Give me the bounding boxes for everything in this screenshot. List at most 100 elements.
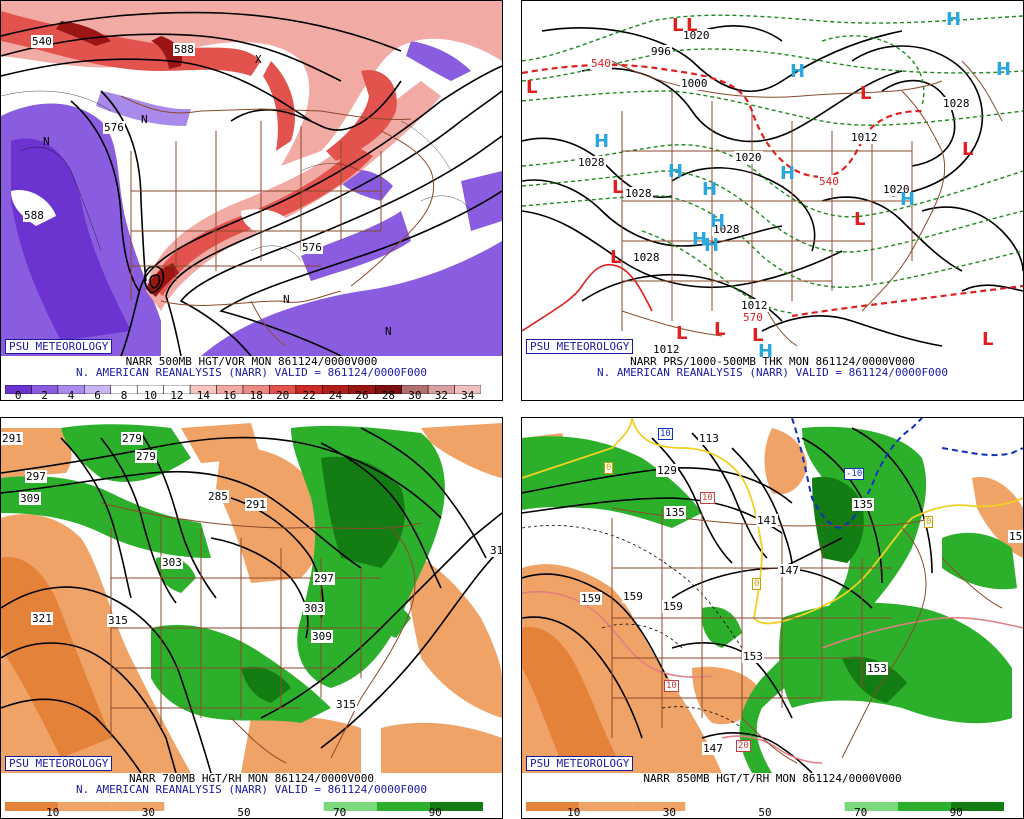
isotherm-label: 0 xyxy=(752,578,762,590)
vorticity-n-marker: N xyxy=(141,113,148,126)
mslp-thickness-panel: 996 1000 1028 1028 1020 1020 1028 1028 1… xyxy=(521,0,1024,401)
low-pressure-symbol: L xyxy=(672,15,684,36)
contour-label: 303 xyxy=(161,556,183,569)
850mb-panel: 129 135 141 147 135 159 159 159 153 153 … xyxy=(521,417,1024,819)
isobar-label: 1020 xyxy=(882,183,911,196)
high-pressure-symbol: H xyxy=(758,341,774,362)
colorbar-segment xyxy=(897,802,951,811)
colorbar-segment xyxy=(217,802,271,811)
contour-label: 309 xyxy=(311,630,333,643)
mslp-thickness-map xyxy=(522,1,1023,356)
contour-label: 141 xyxy=(756,514,778,527)
colorbar-segment xyxy=(323,802,377,811)
low-pressure-symbol: L xyxy=(962,139,974,160)
isobar-label: 1000 xyxy=(680,77,709,90)
vorticity-x-marker: X xyxy=(255,53,262,66)
colorbar-segment xyxy=(5,802,59,811)
colorbar-segment xyxy=(164,802,218,811)
contour-label: 147 xyxy=(702,742,724,755)
contour-label: 588 xyxy=(23,209,45,222)
colorbar-tick-label: 0 xyxy=(14,389,22,401)
low-pressure-symbol: L xyxy=(610,247,622,268)
isotherm-label: 20 xyxy=(736,740,751,752)
isobar-label: 1028 xyxy=(942,97,971,110)
caption-line1: NARR 850MB HGT/T/RH MON 861124/0000V000 xyxy=(643,772,902,785)
colorbar-tick-label: 24 xyxy=(328,389,343,401)
low-pressure-symbol: L xyxy=(860,83,872,104)
isobar-label: 1012 xyxy=(850,131,879,144)
colorbar-segment xyxy=(685,802,739,811)
contour-label: 279 xyxy=(135,450,157,463)
colorbar-segment xyxy=(58,802,112,811)
isotherm-label: 0 xyxy=(604,462,614,474)
contour-label: 159 xyxy=(622,590,644,603)
colorbar-tick-label: 22 xyxy=(302,389,316,401)
high-pressure-symbol: H xyxy=(790,61,806,82)
isobar-label: 1012 xyxy=(652,343,681,356)
contour-label: 31 xyxy=(489,544,503,557)
isotherm-label: 10 xyxy=(700,492,715,504)
contour-label: 153 xyxy=(866,662,888,675)
isobar-label: 1012 xyxy=(740,299,769,312)
high-pressure-symbol: H xyxy=(996,59,1012,80)
colorbar-segment xyxy=(526,802,580,811)
contour-label: 159 xyxy=(580,592,602,605)
isotherm-label: 10 xyxy=(664,680,679,692)
contour-label: 113 xyxy=(698,432,720,445)
psu-meteorology-badge: PSU METEOROLOGY xyxy=(5,339,113,354)
high-pressure-symbol: H xyxy=(710,211,726,232)
contour-label: 135 xyxy=(664,506,686,519)
colorbar-tick-label: 12 xyxy=(170,389,184,401)
colorbar-tick-label: 10 xyxy=(567,806,581,819)
isotherm-label: 0 xyxy=(924,516,934,528)
low-pressure-symbol: L xyxy=(982,329,994,350)
colorbar-segment xyxy=(579,802,633,811)
caption-line2: N. AMERICAN REANALYSIS (NARR) VALID = 86… xyxy=(597,366,948,379)
high-pressure-symbol: H xyxy=(946,9,962,30)
contour-label: 309 xyxy=(19,492,41,505)
colorbar-segment xyxy=(791,802,845,811)
contour-label: 315 xyxy=(335,698,357,711)
contour-label: 297 xyxy=(313,572,335,585)
caption-line2: N. AMERICAN REANALYSIS (NARR) VALID = 86… xyxy=(76,366,427,379)
isobar-label: 1028 xyxy=(712,223,741,236)
contour-label: 291 xyxy=(245,498,267,511)
thickness-label: 570 xyxy=(742,311,764,324)
colorbar-tick-label: 10 xyxy=(143,389,158,401)
isobar-label: 1020 xyxy=(682,29,711,42)
colorbar-ticks: 0 2 4 6 8 10 12 14 16 18 20 22 24 26 28 30 32 34 xyxy=(5,389,481,401)
colorbar-tick-label: 8 xyxy=(120,389,128,401)
low-pressure-symbol: L xyxy=(752,325,764,346)
colorbar-tick-label: 70 xyxy=(332,806,347,819)
low-pressure-symbol: L xyxy=(714,319,726,340)
isotherm-label: -10 xyxy=(844,468,865,480)
700mb-map xyxy=(1,418,502,773)
high-pressure-symbol: H xyxy=(702,179,718,200)
caption-line1: NARR 700MB HGT/RH MON 861124/0000V000 xyxy=(128,772,375,785)
contour-label: 576 xyxy=(301,241,323,254)
isobar-label: 996 xyxy=(650,45,672,58)
caption-line1: NARR PRS/1000-500MB THK MON 861124/0000V… xyxy=(630,355,915,368)
colorbar-tick-label: 90 xyxy=(428,806,442,819)
contour-label: 540 xyxy=(31,35,53,48)
isobar-label: 1020 xyxy=(734,151,763,164)
thickness-label: 540 xyxy=(590,57,612,70)
vorticity-n-marker: N xyxy=(43,135,50,148)
colorbar-tick-label: 30 xyxy=(141,806,156,819)
caption-line2: N. AMERICAN REANALYSIS (NARR) VALID = 86… xyxy=(76,783,427,796)
colorbar-segment xyxy=(844,802,898,811)
colorbar-tick-label: 50 xyxy=(758,806,772,819)
colorbar-segment xyxy=(376,802,430,811)
colorbar-tick-label: 6 xyxy=(94,389,101,401)
colorbar-tick-label: 26 xyxy=(355,389,369,401)
high-pressure-symbol: H xyxy=(692,229,708,250)
low-pressure-symbol: L xyxy=(612,177,624,198)
colorbar-segment xyxy=(950,802,1004,811)
high-pressure-symbol: H xyxy=(594,131,610,152)
contour-label: 303 xyxy=(303,602,325,615)
colorbar-tick-label: 4 xyxy=(67,389,75,401)
contour-label: 315 xyxy=(107,614,129,627)
high-pressure-symbol: H xyxy=(704,235,720,256)
caption-line1: NARR 500MB HGT/VOR MON 861124/0000V000 xyxy=(125,355,378,368)
contour-label: 279 xyxy=(121,432,143,445)
